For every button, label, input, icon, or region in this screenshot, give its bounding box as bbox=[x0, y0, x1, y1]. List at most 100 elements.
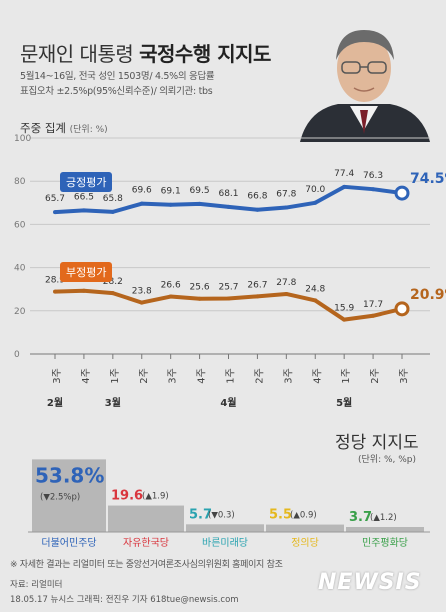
data-point bbox=[394, 185, 410, 201]
data-point bbox=[255, 207, 260, 212]
weekly-label: 주중 집계 (단위: %) bbox=[20, 121, 108, 135]
party-change-label: (▼2.5%p) bbox=[40, 492, 80, 502]
data-point bbox=[81, 208, 86, 213]
data-label: 65.8 bbox=[103, 194, 123, 204]
party-value-label: 3.7 bbox=[349, 510, 372, 525]
party-support-unit: (단위: %, %p) bbox=[358, 455, 417, 465]
party-bar bbox=[32, 459, 106, 532]
party-name-label: 더불어민주당 bbox=[41, 537, 96, 549]
party-change-label: (▲1.2) bbox=[370, 513, 397, 523]
x-tick-label: 3주 bbox=[399, 368, 410, 384]
data-label: 28.9 bbox=[45, 276, 65, 286]
month-label: 4월 bbox=[220, 397, 236, 409]
data-point bbox=[226, 296, 231, 301]
x-tick-label: 4주 bbox=[312, 368, 323, 384]
weekly-unit: (단위: %) bbox=[69, 125, 108, 135]
data-point bbox=[226, 204, 231, 209]
data-point bbox=[197, 201, 202, 206]
survey-info-line2: 표집오차 ±2.5%p(95%신뢰수준)/ 의뢰기관: tbs bbox=[20, 86, 213, 97]
data-point bbox=[139, 300, 144, 305]
y-tick-label: 80 bbox=[14, 177, 26, 187]
data-label: 67.8 bbox=[276, 190, 296, 200]
data-point bbox=[110, 209, 115, 214]
party-support-title: 정당 지지도 bbox=[335, 433, 419, 453]
credit-text: 18.05.17 뉴시스 그래픽: 전진우 기자 618tue@newsis.c… bbox=[10, 595, 239, 605]
data-label: 24.8 bbox=[305, 284, 325, 294]
source-text: 자료: 리얼미터 bbox=[10, 580, 63, 590]
data-label: 69.5 bbox=[190, 186, 210, 196]
data-point bbox=[342, 317, 347, 322]
data-label: 15.9 bbox=[334, 304, 354, 314]
data-label: 76.3 bbox=[363, 171, 383, 181]
approval-line-chart: 0 20 40 60 80 100 3주 4주 1주 2주 3주 4주 1주 2주 3주 4주 1주 2주 3주 2월… bbox=[14, 134, 446, 409]
data-point bbox=[53, 210, 57, 215]
x-tick-label: 3주 bbox=[168, 368, 179, 384]
party-name-label: 민주평화당 bbox=[362, 537, 408, 549]
x-tick-label: 1주 bbox=[226, 368, 237, 384]
page-title: 문재인 대통령 국정수행 지지도 bbox=[20, 42, 271, 66]
data-label: 66.5 bbox=[74, 192, 94, 202]
survey-info-line1: 5월14~16일, 전국 성인 1503명/ 4.5%의 응답률 bbox=[20, 71, 215, 82]
x-tick-label: 1주 bbox=[110, 368, 121, 384]
data-label-latest: 20.9% bbox=[410, 287, 446, 303]
data-point bbox=[313, 200, 318, 205]
data-point bbox=[81, 288, 86, 293]
newsis-logo: NEWSIS bbox=[318, 570, 422, 595]
data-point bbox=[139, 201, 144, 206]
data-point bbox=[53, 289, 57, 294]
x-tick-label: 2주 bbox=[254, 368, 265, 384]
data-label: 68.1 bbox=[218, 189, 238, 199]
y-tick-label: 40 bbox=[14, 264, 26, 274]
party-bar-chart: 53.8% (▼2.5%p) 더불어민주당 19.6(▲1.9) 자유한국당 5.7(▼0… bbox=[28, 459, 430, 549]
x-tick-label: 3주 bbox=[283, 368, 294, 384]
data-point bbox=[284, 205, 289, 210]
party-bar bbox=[266, 524, 344, 532]
month-label: 5월 bbox=[336, 397, 352, 409]
party-change-label: (▼0.3) bbox=[208, 510, 235, 520]
x-tick-label: 4주 bbox=[197, 368, 208, 384]
x-tick-label: 4주 bbox=[81, 368, 92, 384]
y-tick-label: 100 bbox=[14, 134, 31, 144]
data-point bbox=[168, 202, 173, 207]
data-label: 17.7 bbox=[363, 300, 383, 310]
data-label: 28.2 bbox=[103, 277, 123, 287]
data-point bbox=[255, 294, 260, 299]
data-label: 77.4 bbox=[334, 169, 354, 179]
month-label: 2월 bbox=[47, 397, 63, 409]
data-label: 23.8 bbox=[132, 287, 152, 297]
data-label: 26.6 bbox=[161, 281, 181, 291]
data-point bbox=[342, 184, 347, 189]
y-tick-label: 60 bbox=[14, 220, 26, 230]
party-change-label: (▲0.9) bbox=[290, 511, 317, 521]
data-label: 27.8 bbox=[276, 278, 296, 288]
data-point bbox=[284, 291, 289, 296]
party-name-label: 자유한국당 bbox=[123, 537, 169, 549]
data-point bbox=[110, 291, 115, 296]
party-bar bbox=[108, 505, 184, 532]
title-emphasis: 국정수행 지지도 bbox=[139, 42, 271, 66]
president-portrait bbox=[298, 18, 430, 142]
positive-legend-tag: 긍정평가 bbox=[60, 172, 113, 192]
data-point bbox=[371, 187, 376, 192]
data-label: 25.7 bbox=[218, 282, 238, 292]
party-bar bbox=[186, 524, 264, 532]
data-point bbox=[394, 301, 410, 317]
data-label: 69.6 bbox=[132, 186, 152, 196]
footnote: ※ 자세한 결과는 리얼미터 또는 중앙선거여론조사심의위원회 홈페이지 참조 bbox=[10, 560, 283, 570]
data-label: 66.8 bbox=[247, 192, 267, 202]
party-name-label: 바른미래당 bbox=[202, 537, 248, 549]
data-label: 25.6 bbox=[190, 283, 210, 293]
data-label: 26.7 bbox=[247, 280, 267, 290]
data-label-latest: 74.5% bbox=[410, 171, 446, 187]
data-label: 65.7 bbox=[45, 194, 65, 204]
data-point bbox=[168, 294, 173, 299]
data-label: 70.0 bbox=[305, 185, 325, 195]
y-tick-label: 20 bbox=[14, 307, 26, 317]
data-point bbox=[313, 298, 318, 303]
party-name-label: 정의당 bbox=[291, 537, 319, 549]
party-value-label: 19.6 bbox=[111, 489, 143, 504]
party-value-label: 5.7 bbox=[189, 507, 212, 522]
month-label: 3월 bbox=[105, 397, 121, 409]
data-label: 69.1 bbox=[161, 187, 181, 197]
negative-legend-tag: 부정평가 bbox=[60, 262, 113, 282]
